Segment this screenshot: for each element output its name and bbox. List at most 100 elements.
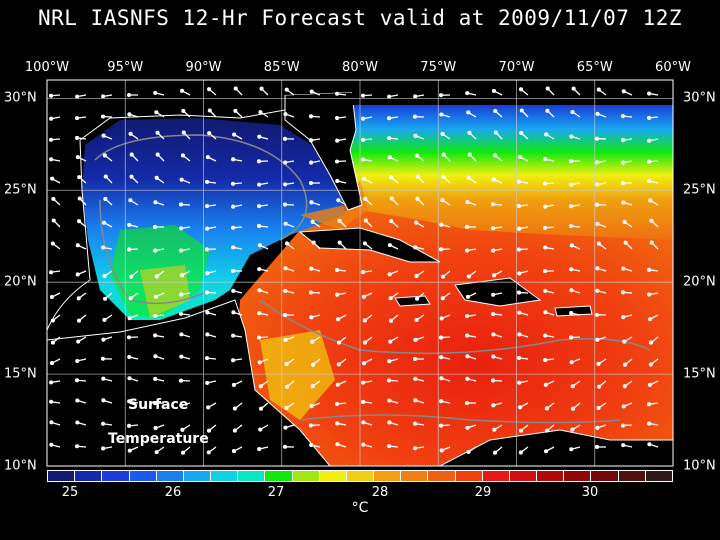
wind-arrow-head [50, 340, 55, 345]
wind-arrow-head [647, 402, 652, 407]
wind-arrow-head [283, 160, 288, 165]
wind-arrow-head [77, 219, 82, 224]
wind-arrow-head [595, 160, 600, 165]
wind-arrow-head [387, 398, 392, 403]
wind-arrow-head [129, 174, 134, 179]
wind-arrow-head [309, 160, 314, 165]
wind-arrow-head [387, 94, 392, 99]
wind-arrow-head [438, 247, 444, 252]
wind-arrow-head [597, 384, 602, 389]
wind-arrow-head [77, 196, 82, 201]
wind-arrow-head [75, 398, 80, 403]
wind-arrow-head [101, 337, 106, 342]
wind-arrow-head [102, 317, 107, 322]
wind-arrow-head [569, 134, 574, 139]
colorbar-swatch [564, 471, 592, 481]
wind-arrow-head [153, 376, 158, 382]
wind-arrow-head [492, 450, 498, 455]
map-title: NRL IASNFS 12-Hr Forecast valid at 2009/… [37, 6, 682, 30]
wind-arrow-head [284, 241, 289, 246]
wind-arrow-head [75, 155, 80, 160]
wind-arrow-head [415, 296, 420, 301]
wind-arrow-head [335, 91, 340, 96]
wind-arrow-head [129, 152, 134, 157]
lat-label: 30°N [683, 90, 716, 106]
wind-arrow-head [179, 177, 184, 182]
wind-arrow-head [362, 241, 367, 246]
wind-arrow-head [570, 384, 575, 389]
wind-arrow-head [648, 198, 653, 203]
wind-arrow-head [48, 137, 54, 142]
wind-arrow-head [439, 355, 444, 360]
wind-arrow-head [334, 159, 340, 164]
wind-arrow-head [204, 290, 210, 295]
central-america [47, 299, 331, 466]
wind-arrow-head [439, 222, 444, 227]
colorbar-swatch [292, 471, 320, 481]
wind-arrow-head [101, 133, 106, 138]
wind-arrow-head [127, 354, 132, 360]
wind-arrow-head [620, 114, 626, 119]
wind-arrow-head [412, 356, 418, 362]
wind-arrow-head [49, 361, 55, 366]
wind-arrow-head [622, 362, 628, 367]
wind-arrow-head [412, 114, 418, 119]
wind-arrow-head [233, 108, 238, 113]
wind-arrow-head [622, 384, 627, 389]
wind-arrow-head [517, 154, 523, 160]
colorbar-swatch [537, 471, 565, 481]
wind-arrow-head [311, 362, 316, 367]
wind-arrow-head [205, 332, 210, 337]
wind-arrow-head [231, 204, 236, 209]
wind-arrow-head [517, 355, 522, 361]
wind-arrow-head [285, 384, 290, 389]
wind-arrow-head [413, 94, 418, 99]
wind-arrow-head [439, 448, 444, 453]
wind-arrow-head [282, 136, 288, 141]
wind-arrow-head [311, 240, 316, 245]
wind-arrow-head [49, 157, 54, 162]
wind-arrow-head [544, 428, 550, 433]
lon-label: 95°W [107, 60, 144, 75]
wind-arrow-head [647, 317, 653, 322]
wind-arrow-head [595, 337, 600, 342]
wind-arrow-head [335, 115, 340, 121]
wind-arrow-head [491, 226, 496, 231]
wind-arrow-head [50, 318, 55, 323]
wind-arrow-head [415, 174, 420, 179]
wind-arrow-head [519, 130, 524, 136]
colorbar-swatch [48, 471, 76, 481]
wind-arrow-head [649, 218, 654, 223]
wind-arrow-head [465, 354, 470, 359]
wind-arrow-head [620, 181, 626, 186]
wind-arrow-head [362, 361, 367, 366]
lon-label: 85°W [263, 60, 300, 75]
wind-arrow-head [231, 382, 236, 388]
wind-arrow-head [387, 359, 392, 364]
wind-arrow-head [491, 311, 496, 317]
colorbar-tick-label: 26 [164, 485, 182, 500]
wind-arrow-head [153, 248, 158, 253]
wind-arrow-head [75, 243, 80, 248]
wind-arrow-head [441, 152, 446, 157]
wind-arrow-head [309, 138, 314, 143]
colorbar-swatch [591, 471, 619, 481]
wind-arrow-head [231, 288, 236, 293]
wind-vectors [48, 86, 659, 455]
wind-arrow-head [75, 116, 80, 121]
wind-arrow-head [517, 332, 522, 337]
wind-arrow-head [517, 226, 522, 231]
wind-arrow-head [100, 356, 106, 361]
wind-arrow-head [335, 178, 340, 183]
wind-arrow-head [464, 401, 470, 406]
wind-arrow-head [102, 153, 107, 158]
wind-arrow-head [439, 376, 444, 381]
wind-arrow-head [76, 296, 81, 301]
colorbar-swatch [102, 471, 130, 481]
wind-arrow-head [464, 224, 470, 229]
wind-arrow-head [205, 310, 210, 315]
wind-arrow-head [308, 180, 314, 186]
caribbean-sea [232, 195, 673, 466]
colorbar-tick-label: 29 [474, 485, 492, 500]
wind-arrow-head [647, 442, 652, 447]
